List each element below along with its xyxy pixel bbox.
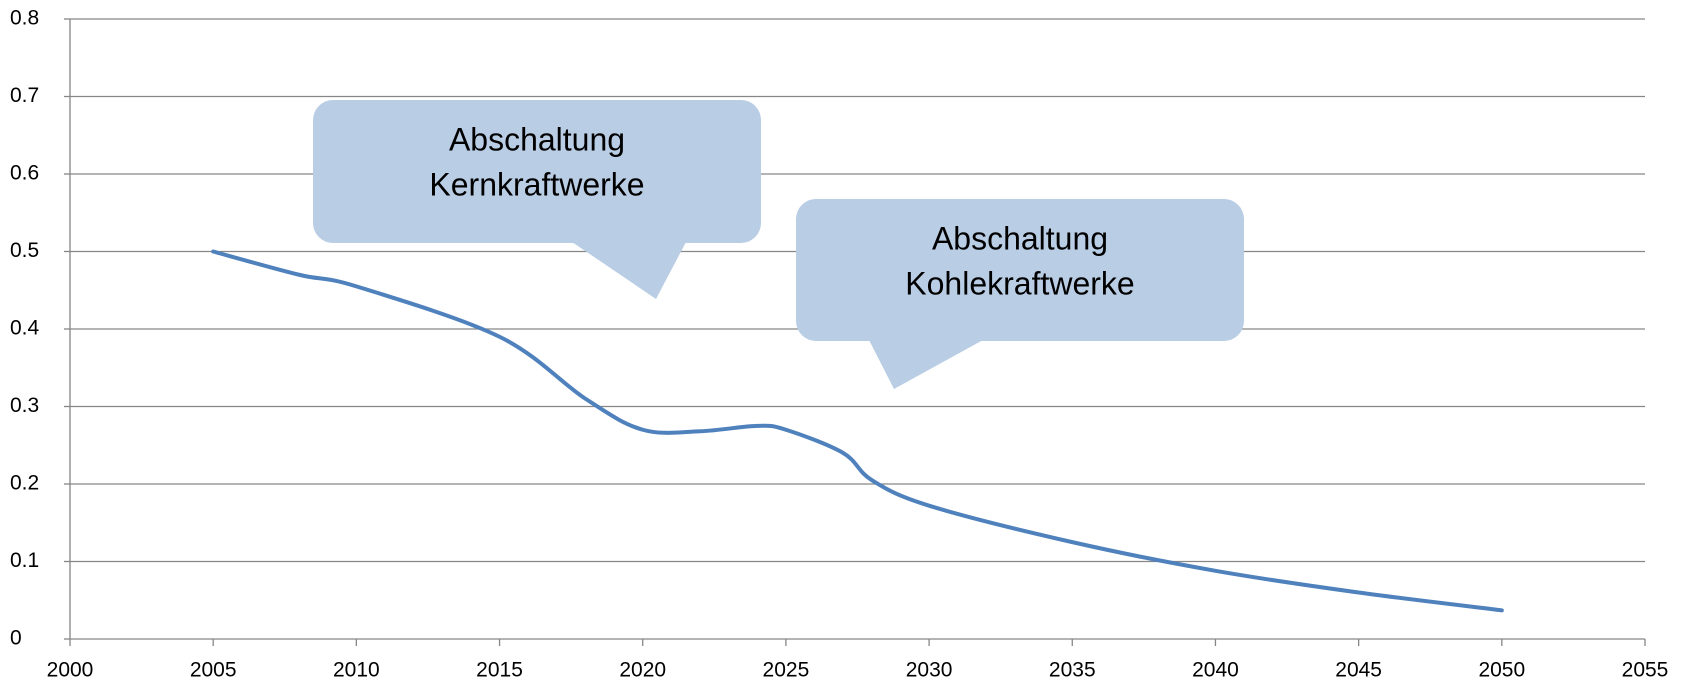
callout-text: Abschaltung: [449, 121, 625, 157]
x-tick-label: 2000: [47, 659, 94, 682]
x-tick-label: 2030: [906, 659, 953, 682]
callout-box: [796, 199, 1244, 341]
y-tick-label: 0.6: [10, 162, 39, 185]
x-tick-label: 2005: [190, 659, 237, 682]
y-tick-label: 0: [10, 627, 22, 650]
y-tick-label: 0.8: [10, 7, 39, 30]
callout: Abschaltung Kernkraftwerke: [313, 100, 761, 299]
x-tick-label: 2025: [763, 659, 810, 682]
y-tick-label: 0.1: [10, 549, 39, 572]
callout-tail: [572, 242, 686, 299]
callout-box: [313, 100, 761, 243]
y-tick-label: 0.5: [10, 239, 39, 262]
line: [211, 249, 1504, 613]
x-tick-label: 2050: [1478, 659, 1525, 682]
x-tick-label: 2045: [1335, 659, 1382, 682]
y-tick-label: 0.3: [10, 394, 39, 417]
y-tick-label: 0.4: [10, 317, 40, 340]
x-tick-label: 2040: [1192, 659, 1239, 682]
callout: Abschaltung Kohlekraftwerke: [796, 199, 1244, 389]
callout-tail: [869, 340, 983, 389]
y-tick-label: 0.2: [10, 472, 39, 495]
x-tick-label: 2055: [1622, 659, 1669, 682]
callout-text: Abschaltung: [932, 220, 1108, 256]
x-tick-label: 2035: [1049, 659, 1096, 682]
callout-text: Kohlekraftwerke: [905, 265, 1134, 301]
x-tick-label: 2015: [476, 659, 523, 682]
y-tick-label: 0.7: [10, 84, 39, 107]
x-tick-label: 2010: [333, 659, 380, 682]
callout-text: Kernkraftwerke: [429, 166, 644, 202]
x-tick-label: 2020: [619, 659, 666, 682]
